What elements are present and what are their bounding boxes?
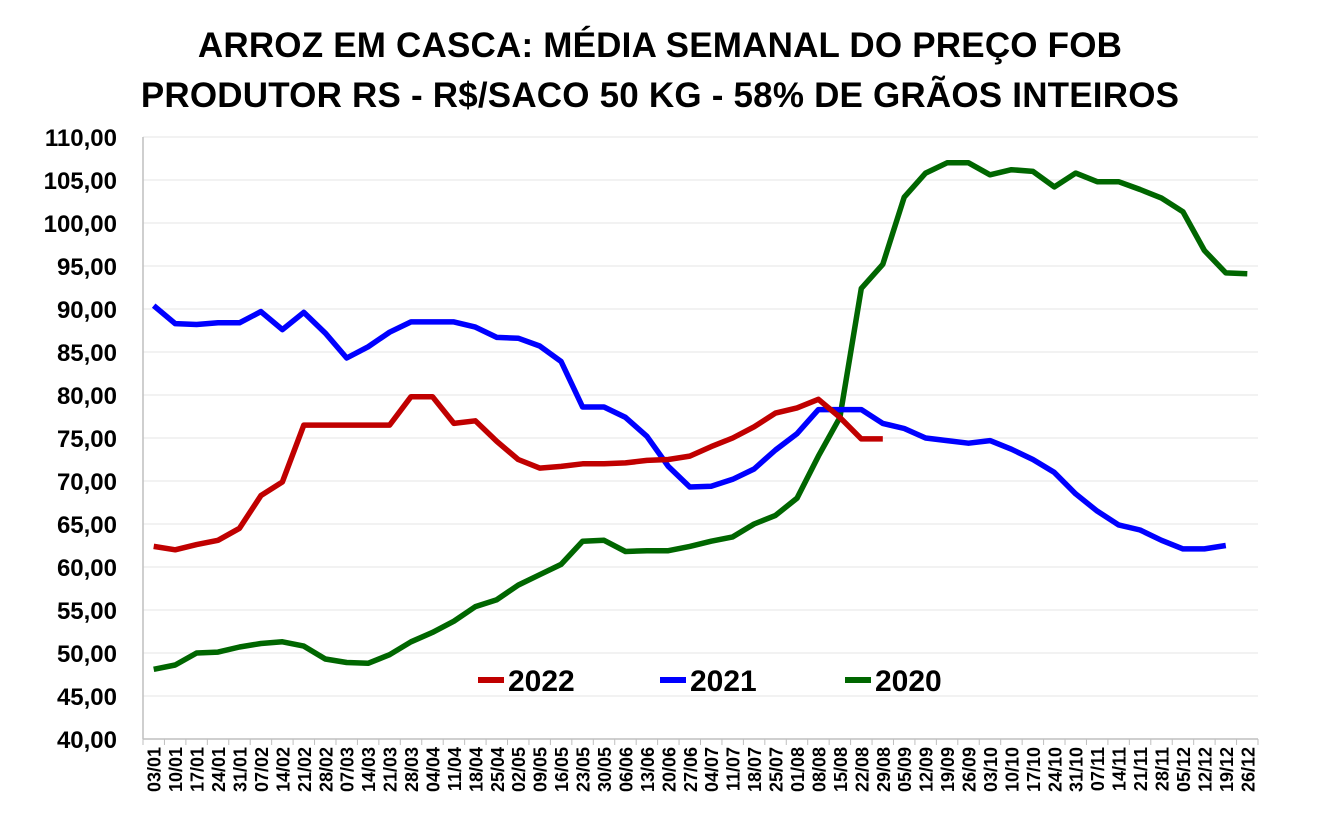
x-tick-label: 26/09 bbox=[960, 747, 980, 792]
x-tick-label: 04/04 bbox=[423, 747, 443, 792]
x-tick-label: 06/06 bbox=[616, 747, 636, 792]
x-tick-label: 14/02 bbox=[273, 747, 293, 792]
y-tick-label: 65,00 bbox=[57, 512, 117, 539]
x-tick-label: 30/05 bbox=[595, 747, 615, 792]
x-tick-label: 19/09 bbox=[938, 747, 958, 792]
x-tick-label: 26/12 bbox=[1238, 747, 1258, 792]
x-tick-label: 07/11 bbox=[1088, 747, 1108, 791]
x-tick-label: 18/04 bbox=[466, 747, 486, 792]
x-tick-label: 08/08 bbox=[809, 747, 829, 792]
legend-label-2022: 2022 bbox=[508, 665, 575, 698]
y-tick-label: 80,00 bbox=[57, 383, 117, 410]
x-tick-labels: 03/01 10/01 17/01 24/01 31/01 07/02 14/02 21/02… bbox=[145, 747, 1259, 792]
y-tick-label: 95,00 bbox=[57, 254, 117, 281]
x-tick-label: 29/08 bbox=[874, 747, 894, 792]
x-tick-label: 05/12 bbox=[1174, 747, 1194, 792]
x-tick-label: 10/01 bbox=[166, 747, 186, 792]
y-tick-label: 70,00 bbox=[57, 469, 117, 496]
axes bbox=[142, 137, 1259, 745]
x-tick-label: 09/05 bbox=[531, 747, 551, 792]
x-tick-label: 15/08 bbox=[831, 747, 851, 792]
x-tick-label: 04/07 bbox=[702, 747, 722, 792]
x-tick-label: 27/06 bbox=[681, 747, 701, 792]
x-tick-label: 11/04 bbox=[445, 747, 465, 791]
x-tick-label: 07/03 bbox=[338, 747, 358, 792]
x-tick-label: 31/01 bbox=[230, 747, 250, 792]
x-tick-label: 22/08 bbox=[852, 747, 872, 792]
chart-title-line-2: PRODUTOR RS - R$/SACO 50 KG - 58% DE GRÃ… bbox=[140, 76, 1180, 115]
y-tick-label: 90,00 bbox=[57, 297, 117, 324]
x-tick-label: 24/10 bbox=[1045, 747, 1065, 792]
x-tick-label: 25/07 bbox=[767, 747, 787, 792]
x-tick-label: 28/11 bbox=[1153, 747, 1173, 791]
y-tick-label: 60,00 bbox=[57, 555, 117, 582]
series-line-2021 bbox=[151, 303, 1227, 552]
x-tick-label: 07/02 bbox=[252, 747, 272, 792]
x-tick-label: 28/02 bbox=[316, 747, 336, 792]
y-tick-label: 85,00 bbox=[57, 340, 117, 367]
y-tick-label: 40,00 bbox=[57, 727, 117, 754]
y-tick-labels: 40,00 45,00 50,00 55,00 60,00 65,00 70,00 75,00… bbox=[44, 125, 117, 754]
x-tick-label: 19/12 bbox=[1217, 747, 1237, 792]
x-tick-label: 13/06 bbox=[638, 747, 658, 792]
x-tick-label: 18/07 bbox=[745, 747, 765, 792]
x-tick-label: 25/04 bbox=[488, 747, 508, 792]
x-tick-label: 28/03 bbox=[402, 747, 422, 792]
legend-label-2020: 2020 bbox=[875, 665, 942, 698]
x-tick-label: 21/02 bbox=[295, 747, 315, 792]
x-tick-label: 17/01 bbox=[188, 747, 208, 792]
legend: 2022 2021 2020 bbox=[478, 665, 942, 698]
x-tick-label: 01/08 bbox=[788, 747, 808, 792]
x-tick-label: 21/11 bbox=[1131, 747, 1151, 791]
y-tick-label: 55,00 bbox=[57, 598, 117, 625]
x-tick-label: 11/07 bbox=[724, 747, 744, 791]
x-tick-label: 20/06 bbox=[659, 747, 679, 792]
y-tick-label: 100,00 bbox=[44, 211, 117, 238]
x-tick-label: 03/10 bbox=[981, 747, 1001, 792]
chart-title-line-1: ARROZ EM CASCA: MÉDIA SEMANAL DO PREÇO F… bbox=[197, 26, 1123, 65]
y-tick-label: 50,00 bbox=[57, 641, 117, 668]
y-tick-label: 75,00 bbox=[57, 426, 117, 453]
x-tick-label: 31/10 bbox=[1067, 747, 1087, 792]
y-tick-label: 105,00 bbox=[44, 168, 117, 195]
x-tick-label: 24/01 bbox=[209, 747, 229, 792]
y-tick-label: 45,00 bbox=[57, 684, 117, 711]
x-tick-label: 03/01 bbox=[145, 747, 165, 792]
x-tick-label: 12/09 bbox=[917, 747, 937, 792]
x-tick-label: 14/03 bbox=[359, 747, 379, 792]
x-tick-label: 16/05 bbox=[552, 747, 572, 792]
x-tick-label: 12/12 bbox=[1195, 747, 1215, 792]
y-tick-label: 110,00 bbox=[45, 125, 117, 152]
x-tick-label: 21/03 bbox=[381, 747, 401, 792]
series-line-2020 bbox=[153, 160, 1248, 672]
series-lines bbox=[151, 160, 1248, 672]
x-tick-label: 02/05 bbox=[509, 747, 529, 792]
x-tick-label: 17/10 bbox=[1024, 747, 1044, 792]
legend-label-2021: 2021 bbox=[690, 665, 757, 698]
x-tick-label: 10/10 bbox=[1002, 747, 1022, 792]
x-tick-label: 23/05 bbox=[574, 747, 594, 792]
x-tick-label: 05/09 bbox=[895, 747, 915, 792]
grid-lines bbox=[143, 136, 1258, 697]
x-tick-label: 14/11 bbox=[1110, 747, 1130, 791]
series-line-2022 bbox=[153, 393, 883, 553]
